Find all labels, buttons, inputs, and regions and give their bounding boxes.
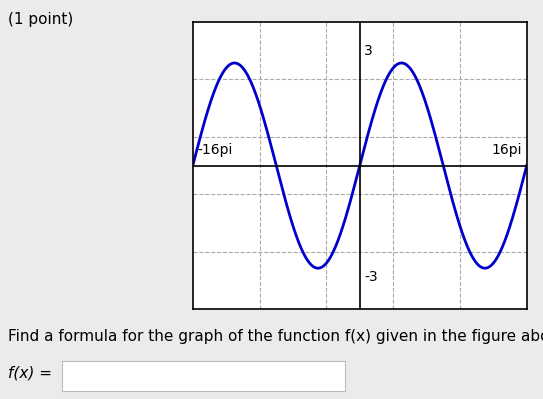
Text: -16pi: -16pi — [198, 143, 233, 157]
Text: (1 point): (1 point) — [8, 12, 73, 27]
Text: Find a formula for the graph of the function f(x) given in the figure above.: Find a formula for the graph of the func… — [8, 329, 543, 344]
Text: -3: -3 — [364, 270, 377, 284]
Text: f(x) =: f(x) = — [8, 365, 52, 380]
Text: 16pi: 16pi — [491, 143, 522, 157]
Text: 3: 3 — [364, 44, 372, 58]
